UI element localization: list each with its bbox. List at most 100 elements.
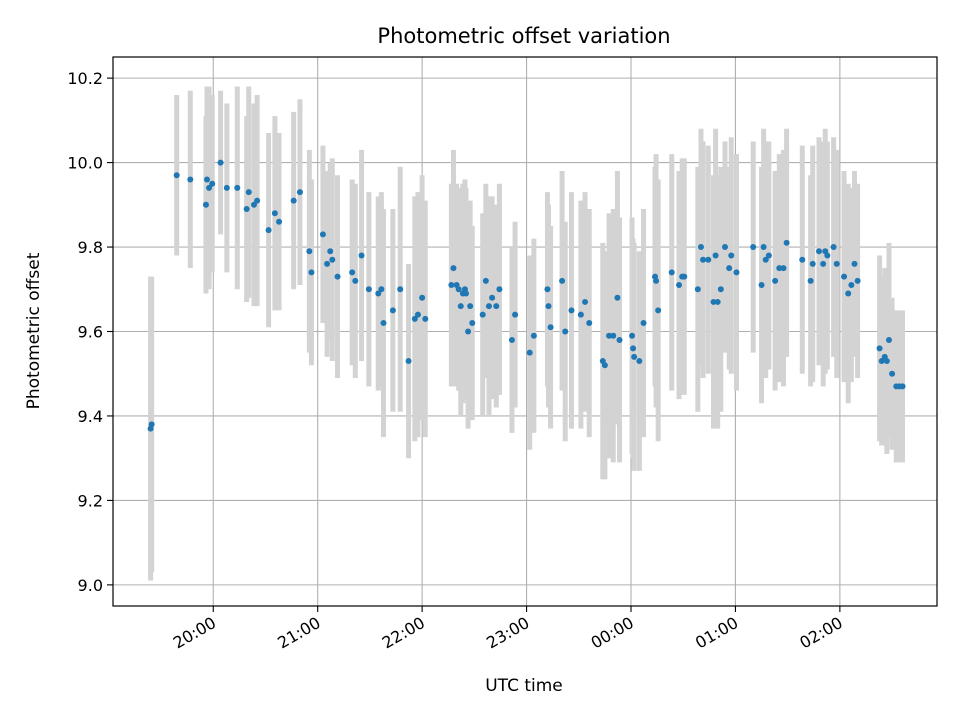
data-point bbox=[482, 277, 489, 284]
data-point bbox=[577, 311, 584, 318]
data-point bbox=[148, 421, 155, 428]
data-point bbox=[187, 176, 194, 183]
data-point bbox=[526, 349, 533, 356]
data-point bbox=[547, 324, 554, 331]
data-point bbox=[365, 286, 372, 293]
y-tick-label: 9.0 bbox=[78, 576, 103, 595]
data-point bbox=[206, 184, 213, 191]
data-point bbox=[489, 294, 496, 301]
data-point bbox=[885, 336, 892, 343]
y-tick-label: 9.2 bbox=[78, 491, 103, 510]
data-point bbox=[750, 244, 757, 251]
data-point bbox=[712, 252, 719, 259]
data-point bbox=[352, 277, 359, 284]
data-point bbox=[780, 265, 787, 272]
data-point bbox=[271, 210, 278, 217]
data-point bbox=[845, 290, 852, 297]
data-point bbox=[616, 336, 623, 343]
data-point bbox=[245, 189, 252, 196]
data-point bbox=[243, 206, 250, 213]
data-point bbox=[397, 286, 404, 293]
data-point bbox=[776, 265, 783, 272]
chart-title: Photometric offset variation bbox=[377, 24, 670, 48]
data-point bbox=[512, 311, 519, 318]
data-point bbox=[889, 370, 896, 377]
data-point bbox=[422, 315, 429, 322]
data-point bbox=[717, 286, 724, 293]
data-point bbox=[854, 277, 861, 284]
data-point bbox=[405, 358, 412, 365]
y-tick-label: 9.4 bbox=[78, 407, 103, 426]
data-point bbox=[876, 345, 883, 352]
data-point bbox=[296, 189, 303, 196]
data-point bbox=[676, 282, 683, 289]
data-point bbox=[455, 286, 462, 293]
data-point bbox=[493, 303, 500, 310]
data-point bbox=[467, 303, 474, 310]
data-point bbox=[562, 328, 569, 335]
data-point bbox=[290, 197, 297, 204]
data-point bbox=[721, 244, 728, 251]
data-point bbox=[733, 269, 740, 276]
data-point bbox=[765, 252, 772, 259]
data-point bbox=[726, 265, 733, 272]
data-point bbox=[851, 260, 858, 267]
data-point bbox=[653, 277, 660, 284]
data-point bbox=[324, 260, 331, 267]
data-point bbox=[807, 277, 814, 284]
data-point bbox=[308, 269, 315, 276]
data-point bbox=[700, 256, 707, 263]
data-point bbox=[545, 303, 552, 310]
data-point bbox=[250, 201, 257, 208]
data-point bbox=[389, 307, 396, 314]
data-point bbox=[465, 328, 472, 335]
data-point bbox=[783, 239, 790, 246]
data-point bbox=[419, 294, 426, 301]
data-point bbox=[496, 286, 503, 293]
data-point bbox=[202, 201, 209, 208]
data-point bbox=[614, 294, 621, 301]
data-point bbox=[640, 320, 647, 327]
y-tick-label: 9.8 bbox=[78, 238, 103, 257]
data-point bbox=[758, 282, 765, 289]
data-point bbox=[681, 273, 688, 280]
data-point bbox=[697, 244, 704, 251]
data-point bbox=[203, 176, 210, 183]
data-point bbox=[469, 320, 476, 327]
data-point bbox=[380, 320, 387, 327]
data-point bbox=[173, 172, 180, 179]
data-point bbox=[334, 273, 341, 280]
data-point bbox=[448, 282, 455, 289]
data-point bbox=[414, 311, 421, 318]
data-point bbox=[586, 320, 593, 327]
data-point bbox=[809, 260, 816, 267]
data-point bbox=[848, 282, 855, 289]
data-point bbox=[799, 256, 806, 263]
data-point bbox=[559, 277, 566, 284]
data-point bbox=[630, 345, 637, 352]
data-point bbox=[668, 269, 675, 276]
data-point bbox=[349, 269, 356, 276]
data-point bbox=[760, 244, 767, 251]
data-point bbox=[485, 303, 492, 310]
data-point bbox=[479, 311, 486, 318]
data-point bbox=[319, 231, 326, 238]
data-point bbox=[899, 383, 906, 390]
data-point bbox=[601, 362, 608, 369]
data-point bbox=[830, 244, 837, 251]
data-point bbox=[762, 256, 769, 263]
data-point bbox=[824, 252, 831, 259]
data-point bbox=[265, 227, 272, 234]
data-point bbox=[883, 358, 890, 365]
data-point bbox=[223, 184, 230, 191]
data-point bbox=[378, 286, 385, 293]
data-point bbox=[276, 218, 283, 225]
data-point bbox=[610, 332, 617, 339]
data-point bbox=[714, 298, 721, 305]
data-point bbox=[209, 180, 216, 187]
data-point bbox=[820, 260, 827, 267]
data-point bbox=[358, 252, 365, 259]
data-point bbox=[728, 252, 735, 259]
